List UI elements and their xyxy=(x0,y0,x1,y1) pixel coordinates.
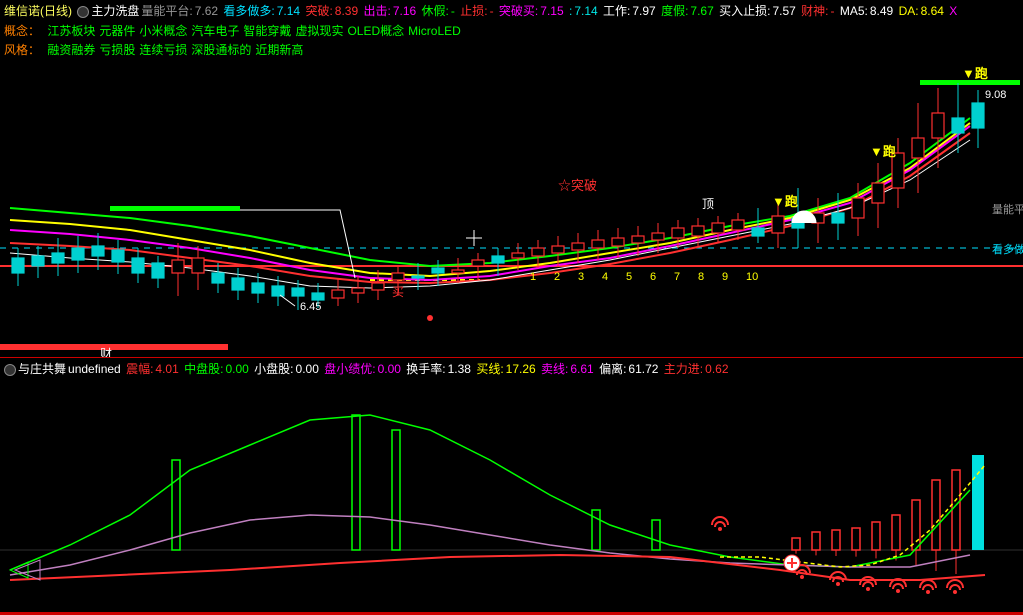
header-value: 7.14 xyxy=(277,4,304,18)
indicator-circle xyxy=(77,6,89,18)
sub-label: 中盘股: xyxy=(184,362,223,376)
svg-text:7: 7 xyxy=(674,271,680,283)
sub-value: 0.62 xyxy=(705,362,728,376)
stock-name: 维信诺(日线) xyxy=(4,4,72,18)
concepts-row: 概念： 江苏板块元器件小米概念汽车电子智能穿戴虚拟现实 OLED概念 MicroLE… xyxy=(0,21,1023,40)
header-label: 突破: xyxy=(305,4,332,18)
header-label: X xyxy=(949,4,957,18)
sub-value: 17.26 xyxy=(506,362,539,376)
header-label: 止损: xyxy=(460,4,487,18)
chart-root: 维信诺(日线) 主力洗盘量能平台:7.62 看多做多:7.14 突破:8.39 … xyxy=(0,0,1023,615)
concept-tag[interactable]: 汽车电子 xyxy=(191,24,239,38)
header-label: 突破买: xyxy=(499,4,538,18)
header-value: 8.39 xyxy=(335,4,362,18)
header-value: - xyxy=(451,4,458,18)
svg-text:顶: 顶 xyxy=(702,197,714,211)
header-value: 7.62 xyxy=(195,4,222,18)
sub-label: 偏离: xyxy=(599,362,626,376)
sub-value: 1.38 xyxy=(448,362,475,376)
svg-text:9.08: 9.08 xyxy=(985,89,1006,101)
svg-text:8: 8 xyxy=(698,271,704,283)
svg-text:▼跑: ▼跑 xyxy=(870,144,896,159)
concept-tag[interactable]: MicroLED xyxy=(408,24,461,38)
header-label: 工作: xyxy=(603,4,630,18)
header-label: : xyxy=(569,4,572,18)
concept-tag[interactable]: 小米概念 xyxy=(139,24,187,38)
svg-text:6: 6 xyxy=(650,271,656,283)
header-label: 看多做多: xyxy=(223,4,274,18)
concept-tag[interactable]: 虚拟现实 xyxy=(295,24,343,38)
header-value: 7.16 xyxy=(393,4,420,18)
svg-text:3: 3 xyxy=(578,271,584,283)
header-label: 主力洗盘 xyxy=(91,4,139,18)
header-value: 7.57 xyxy=(772,4,799,18)
svg-text:2: 2 xyxy=(554,271,560,283)
sub-value: undefined xyxy=(68,362,124,376)
header-label: MA5: xyxy=(840,4,868,18)
header-value: 8.49 xyxy=(870,4,897,18)
main-header: 维信诺(日线) 主力洗盘量能平台:7.62 看多做多:7.14 突破:8.39 … xyxy=(0,0,1023,21)
sub-value: 4.01 xyxy=(155,362,182,376)
sub-value: 0.00 xyxy=(225,362,252,376)
header-label: 休假: xyxy=(422,4,449,18)
svg-text:5: 5 xyxy=(626,271,632,283)
concept-tag[interactable]: 江苏板块 xyxy=(47,24,95,38)
header-label: 度假: xyxy=(661,4,688,18)
header-value: - xyxy=(490,4,497,18)
svg-text:量能平: 量能平 xyxy=(992,202,1023,216)
header-value: 7.67 xyxy=(690,4,717,18)
svg-text:☆突破: ☆突破 xyxy=(558,178,597,193)
concept-tag[interactable]: OLED概念 xyxy=(347,24,404,38)
sub-value: 61.72 xyxy=(628,362,661,376)
svg-text:9: 9 xyxy=(722,271,728,283)
header-value: - xyxy=(831,4,838,18)
sub-label: 盘小绩优: xyxy=(324,362,375,376)
header-label: 财神: xyxy=(801,4,828,18)
sub-label: 换手率: xyxy=(406,362,445,376)
concept-tag[interactable]: 智能穿戴 xyxy=(243,24,291,38)
sub-label: 小盘股: xyxy=(254,362,293,376)
header-value: 7.97 xyxy=(632,4,659,18)
sub-label: 主力进: xyxy=(664,362,703,376)
svg-text:看多做: 看多做 xyxy=(992,242,1023,256)
svg-text:10: 10 xyxy=(746,271,758,283)
header-value: 7.15 xyxy=(540,4,567,18)
svg-text:6.45: 6.45 xyxy=(300,301,321,313)
header-label: 量能平台: xyxy=(141,4,192,18)
sub-label: 卖线: xyxy=(541,362,568,376)
sub-label: 买线: xyxy=(476,362,503,376)
concept-label: 概念： xyxy=(4,24,40,38)
sub-label: 与庄共舞 xyxy=(18,362,66,376)
concept-tag[interactable]: 元器件 xyxy=(99,24,135,38)
svg-text:▼跑: ▼跑 xyxy=(962,66,988,81)
header-value: 8.64 xyxy=(921,4,948,18)
header-label: 出击: xyxy=(364,4,391,18)
sub-value: 0.00 xyxy=(378,362,405,376)
svg-text:买: 买 xyxy=(392,285,404,299)
sub-label: 震幅: xyxy=(126,362,153,376)
sub-chart[interactable] xyxy=(0,375,1023,610)
main-chart[interactable]: 12345678910☆突破顶▼跑▼跑▼跑买财6.459.08量能平看多做 xyxy=(0,48,1023,358)
sub-value: 6.61 xyxy=(570,362,597,376)
sub-value: 0.00 xyxy=(296,362,323,376)
svg-text:1: 1 xyxy=(530,271,536,283)
header-label: DA: xyxy=(899,4,919,18)
svg-text:▼跑: ▼跑 xyxy=(772,194,798,209)
svg-text:4: 4 xyxy=(602,271,608,283)
header-value: 7.14 xyxy=(574,4,601,18)
header-label: 买入止损: xyxy=(719,4,770,18)
